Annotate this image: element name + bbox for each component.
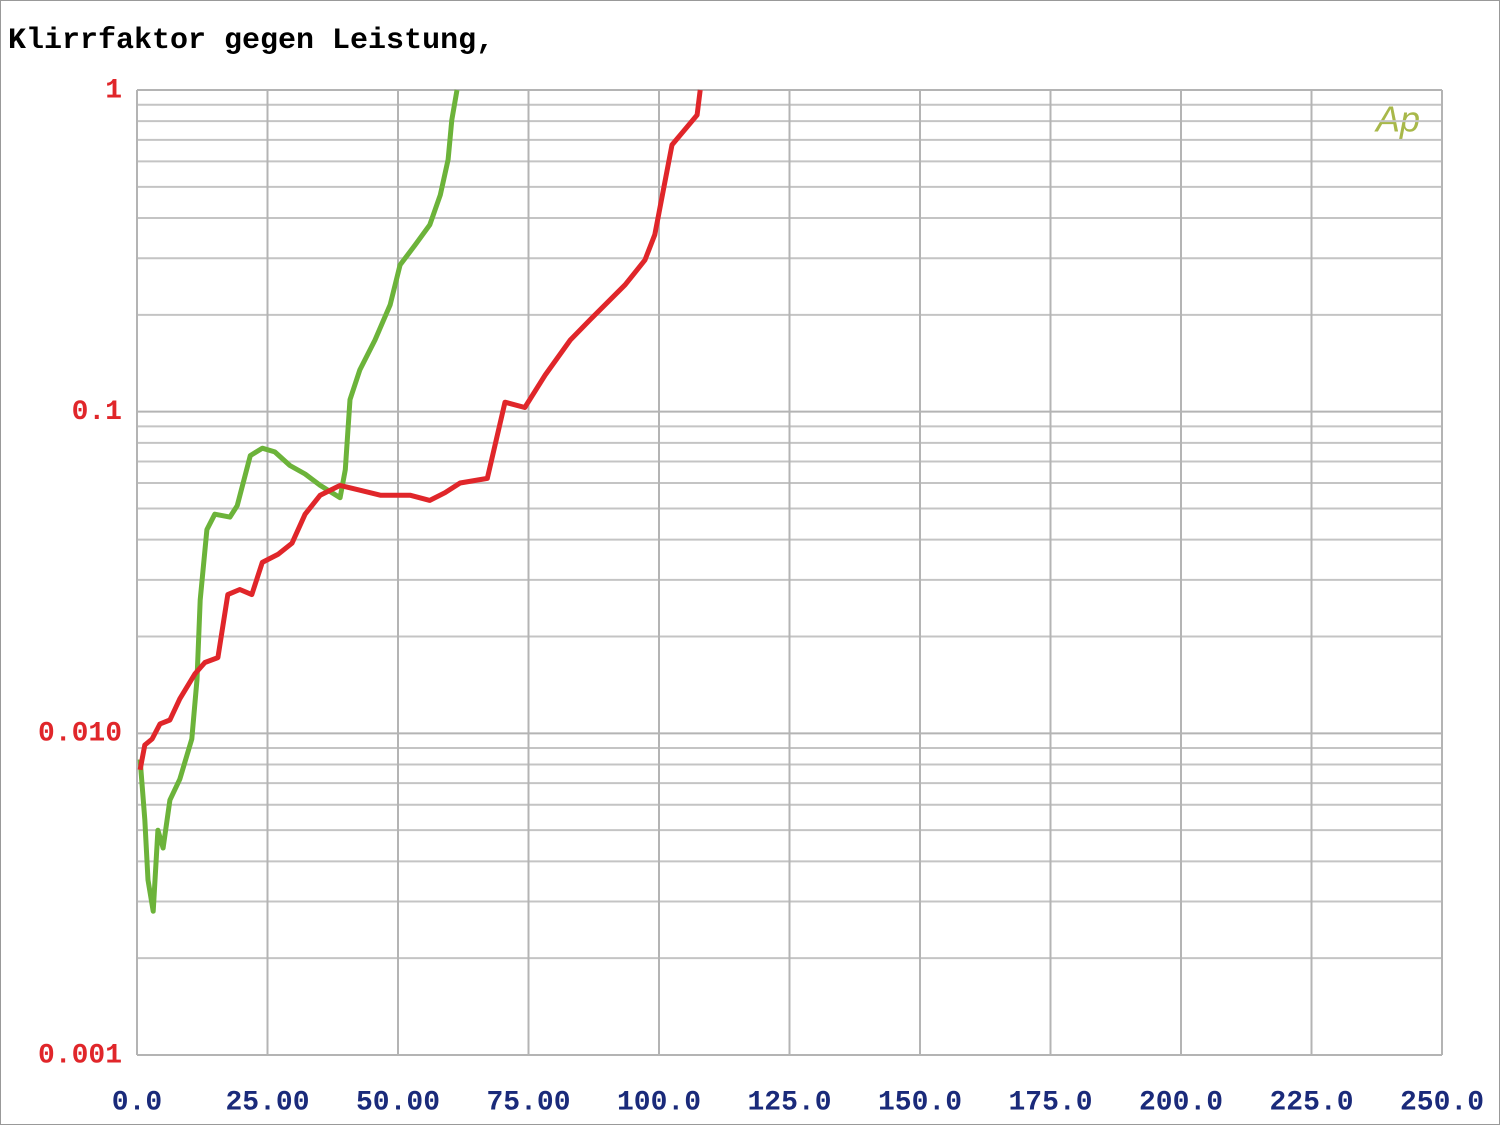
x-tick-label: 225.0 [1269,1087,1353,1118]
x-tick-label: 200.0 [1139,1087,1223,1118]
x-tick-label: 100.0 [617,1087,701,1118]
y-tick-label: 0.001 [38,1040,122,1071]
x-tick-label: 250.0 [1400,1087,1484,1118]
data-line [137,89,460,914]
x-tick-label: 25.00 [225,1087,309,1118]
y-tick-label: 0.010 [38,719,122,750]
data-line [137,89,703,771]
x-tick-label: 0.0 [112,1087,162,1118]
x-tick-label: 125.0 [747,1087,831,1118]
y-tick-label: 1 [105,75,122,106]
chart-title: Klirrfaktor gegen Leistung, [8,24,494,58]
y-tick-label: 0.1 [72,397,122,428]
x-tick-label: 150.0 [878,1087,962,1118]
x-tick-label: 75.00 [486,1087,570,1118]
x-tick-label: 50.00 [356,1087,440,1118]
x-tick-label: 175.0 [1008,1087,1092,1118]
